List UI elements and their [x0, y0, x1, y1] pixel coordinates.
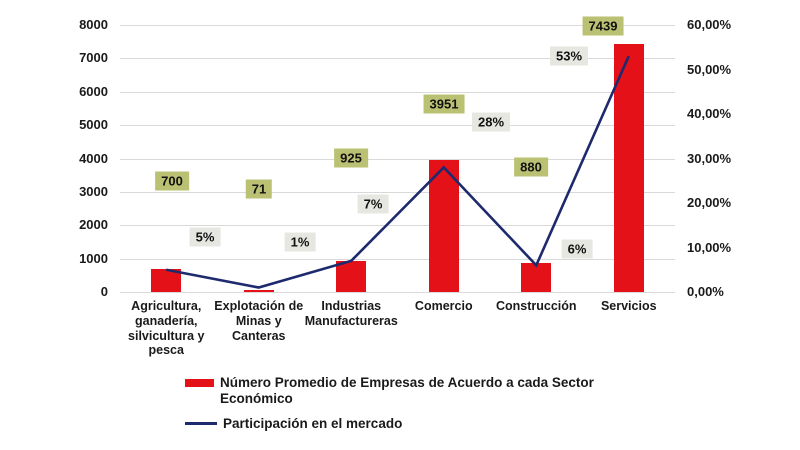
- y-axis-tick-left: 3000: [79, 183, 108, 199]
- y-axis-tick-left: 5000: [79, 117, 108, 133]
- y-axis-tick-left: 8000: [79, 17, 108, 32]
- bar-value-label: 3951: [423, 94, 465, 114]
- y-axis-tick-right: 40,00%: [687, 106, 732, 121]
- line-series-swatch: [185, 422, 217, 426]
- y-axis-tick-right: 30,00%: [687, 150, 732, 166]
- bar-series-label: Número Promedio de Empresas de Acuerdo a…: [220, 375, 594, 407]
- gridline: [120, 159, 675, 160]
- gridline: [120, 92, 675, 93]
- gridline: [120, 292, 675, 293]
- y-axis-tick-left: 0: [100, 284, 108, 299]
- gridline: [120, 58, 675, 59]
- x-axis-category-label: Construcción: [495, 299, 577, 313]
- bar: [613, 43, 644, 292]
- gridline: [120, 259, 675, 260]
- legend-item-line-series: Participación en el mercado: [185, 416, 645, 432]
- line-value-label: 6%: [561, 239, 593, 259]
- y-axis-tick-left: 4000: [79, 150, 108, 166]
- bar: [521, 262, 552, 292]
- bar-value-label: 925: [334, 148, 368, 168]
- bar-value-label: 7439: [582, 16, 624, 36]
- y-axis-tick-left: 2000: [79, 217, 108, 233]
- x-axis-category-label: Servicios: [600, 299, 657, 313]
- bar: [336, 261, 367, 292]
- y-axis-tick-right: 50,00%: [687, 61, 732, 77]
- line-series-label: Participación en el mercado: [223, 416, 403, 432]
- bar-series-swatch: [185, 379, 214, 387]
- bar-value-label: 700: [155, 171, 189, 191]
- gridline: [120, 25, 675, 26]
- bar-value-label: 71: [245, 179, 273, 199]
- x-axis-category-label: Comercio: [414, 299, 473, 313]
- bar-value-label: 880: [514, 157, 548, 177]
- bar: [243, 289, 274, 292]
- line-value-label: 7%: [357, 194, 389, 214]
- x-axis-category-label: Agricultura, ganadería, silvicultura y p…: [128, 299, 205, 358]
- x-axis-category-label: Industrias Manufactureras: [304, 299, 398, 328]
- y-axis-tick-right: 10,00%: [687, 239, 732, 255]
- bar: [151, 268, 182, 292]
- y-axis-tick-right: 20,00%: [687, 195, 732, 210]
- data-line: [166, 55, 630, 289]
- gridline: [120, 192, 675, 193]
- line-value-label: 53%: [549, 46, 589, 66]
- y-axis-tick-left: 1000: [79, 250, 108, 266]
- line-value-label: 5%: [189, 227, 221, 247]
- y-axis-tick-left: 7000: [79, 50, 108, 66]
- legend: Número Promedio de Empresas de Acuerdo a…: [185, 375, 645, 442]
- y-axis-tick-left: 6000: [79, 83, 108, 99]
- line-value-label: 1%: [284, 232, 316, 252]
- bar: [428, 160, 459, 292]
- gridline: [120, 225, 675, 226]
- gridline: [120, 125, 675, 126]
- x-axis-category-label: Explotación de Minas y Canteras: [214, 299, 304, 343]
- y-axis-tick-right: 60,00%: [687, 17, 732, 32]
- y-axis-tick-right: 0,00%: [687, 284, 724, 299]
- line-value-label: 28%: [471, 112, 511, 132]
- legend-item-bar-series: Número Promedio de Empresas de Acuerdo a…: [185, 375, 645, 407]
